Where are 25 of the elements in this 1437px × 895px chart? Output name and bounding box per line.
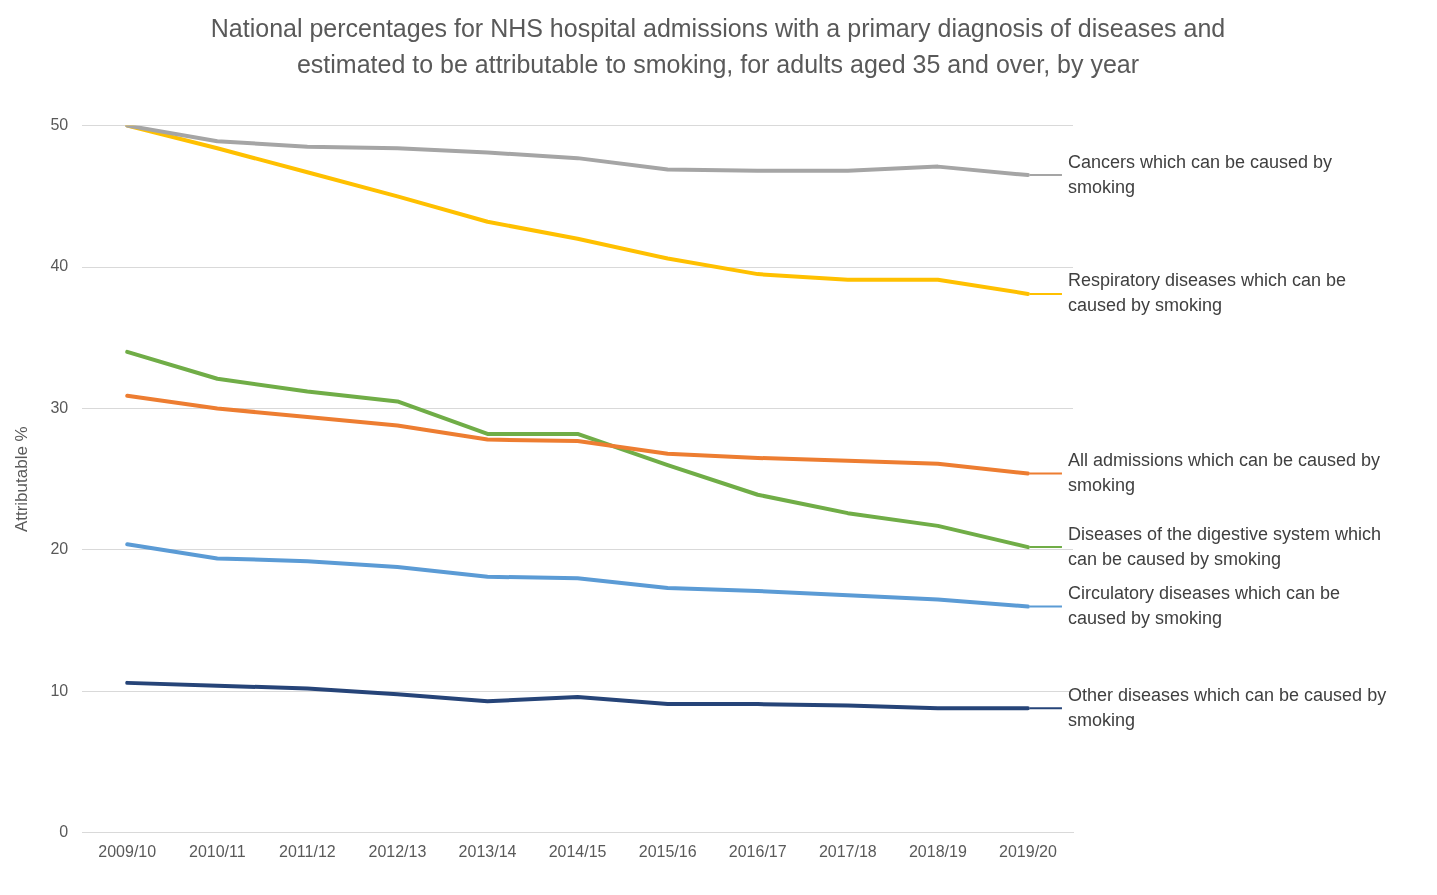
x-tick-label: 2019/20 <box>999 842 1057 860</box>
y-tick-label: 50 <box>50 116 69 134</box>
y-tick-label: 40 <box>50 257 69 275</box>
x-tick-label: 2018/19 <box>908 842 967 860</box>
legend-label: Respiratory diseases which can be caused by smoking <box>1067 270 1347 316</box>
x-tick-label: 2014/15 <box>548 842 607 860</box>
y-tick-label: 10 <box>50 681 69 699</box>
y-tick-label: 30 <box>50 398 69 416</box>
x-tick-label: 2016/17 <box>728 842 787 860</box>
x-tick-label: 2011/12 <box>279 842 336 860</box>
y-tick-label: 0 <box>59 823 69 841</box>
y-axis-title: Attributable % <box>11 426 31 533</box>
y-tick-label: 20 <box>50 540 69 558</box>
x-tick-label: 2017/18 <box>818 842 877 860</box>
chart-title: National percentages for NHS hospital admissions with a primary diagnosis of diseases and estimated to be attributable to smoking, for adults aged 35 and over, by year <box>209 13 1227 80</box>
x-tick-label: 2012/13 <box>368 842 427 860</box>
x-tick-label: 2015/16 <box>638 842 697 860</box>
legend-label: Circulatory diseases which can be caused by smoking <box>1067 582 1341 628</box>
legend-label: Diseases of the digestive system which can be caused by smoking <box>1067 523 1382 569</box>
legend-label: All admissions which can be caused by smoking <box>1067 450 1381 496</box>
x-tick-label: 2010/11 <box>188 842 246 860</box>
x-tick-label: 2013/14 <box>458 842 517 860</box>
x-tick-label: 2009/10 <box>98 842 157 860</box>
legend-label: Other diseases which can be caused by smoking <box>1067 684 1387 730</box>
legend-label: Cancers which can be caused by smoking <box>1067 151 1333 197</box>
